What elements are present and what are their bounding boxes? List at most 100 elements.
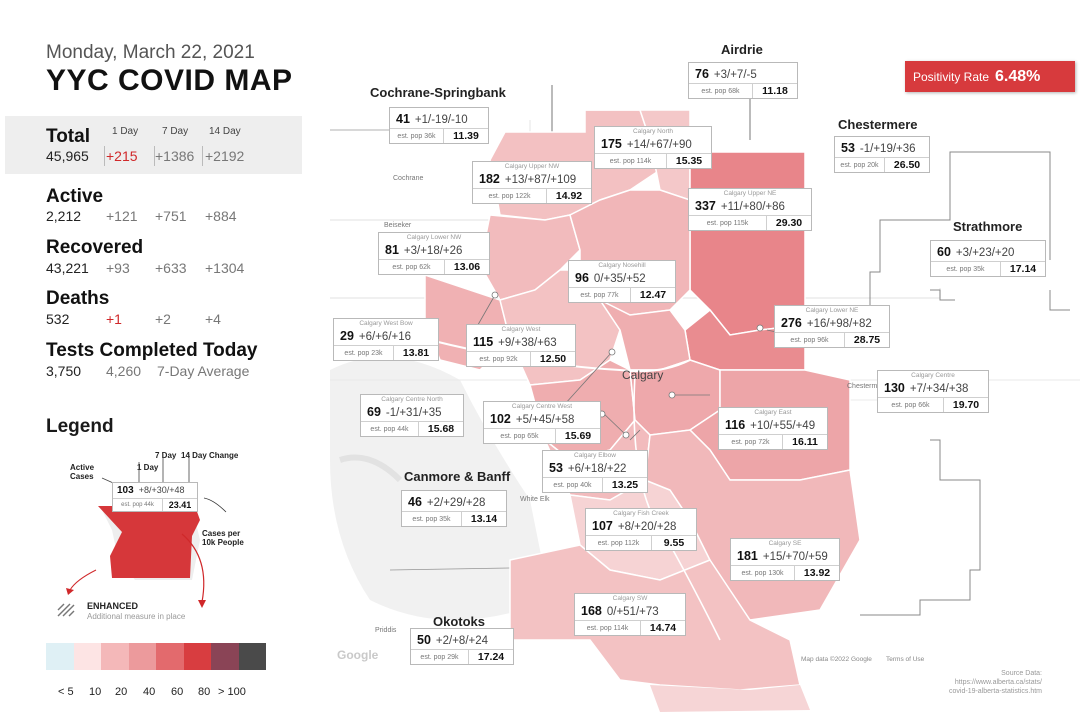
color-scale (46, 643, 266, 670)
active-14day: +884 (205, 208, 237, 224)
area-box: Calgary Lower NW 81 +3/+18/+26 est. pop 62k… (378, 232, 490, 275)
area-name: Calgary East (754, 409, 792, 416)
legend-head-7day: 7 Day (155, 451, 177, 460)
area-changes: 0/+35/+52 (593, 273, 646, 285)
recovered-stat: Recovered (46, 237, 143, 259)
area-rate: 15.35 (675, 155, 703, 167)
source-link-2[interactable]: covid-19-alberta-statistics.htm (949, 688, 1042, 695)
area-rate: 12.47 (639, 289, 667, 301)
area-pop: est. pop 23k (334, 346, 394, 360)
area-pop: est. pop 66k (878, 398, 944, 412)
area-box: 41 +1/-19/-10 est. pop 36k 11.39 (389, 107, 489, 144)
legend-sample-rate: 23.41 (168, 500, 192, 510)
area-name: Calgary West Bow (359, 320, 413, 327)
area-active: 181 (737, 549, 758, 563)
area-pop: est. pop 96k (775, 333, 845, 347)
area-box: Calgary Nosehill 96 0/+35/+52 est. pop 77k 1… (568, 260, 676, 303)
area-box: Calgary Upper NW 182 +13/+87/+109 est. pop … (472, 161, 592, 204)
area-changes: +2/+29/+28 (426, 497, 486, 509)
active-1day: +121 (106, 208, 138, 224)
area-box: 46 +2/+29/+28 est. pop 35k 13.14 (401, 490, 507, 527)
area-box: Calgary Upper NE 337 +11/+80/+86 est. pop 1… (688, 188, 812, 231)
total-1day: +215 (106, 148, 138, 164)
area-rate: 11.39 (453, 130, 479, 142)
area-pop: est. pop 35k (402, 512, 462, 526)
scale-swatch (73, 643, 101, 670)
scale-swatch (238, 643, 266, 670)
area-pop: est. pop 112k (586, 536, 652, 550)
area-label: Okotoks (433, 614, 486, 629)
total-14day: +2192 (205, 148, 245, 164)
tests-avg-value: 4,260 (106, 363, 142, 379)
positivity-rate-box: Positivity Rate 6.48% (905, 61, 1075, 92)
area-box: Calgary SW 168 0/+51/+73 est. pop 114k 14.74 (574, 593, 686, 636)
legend-head-1day: 1 Day (137, 463, 159, 472)
area-box: Calgary West 115 +9/+38/+63 est. pop 92k 12.… (466, 324, 576, 367)
area-changes: +9/+38/+63 (498, 337, 557, 349)
legend-sample-pop: est. pop 44k (113, 499, 163, 511)
area-rate: 11.18 (762, 85, 788, 97)
area-pop: est. pop 20k (835, 158, 885, 172)
area-active: 50 (417, 633, 431, 647)
area-changes: +3/+7/-5 (713, 69, 757, 81)
scale-swatch (46, 643, 74, 670)
area-active: 175 (601, 137, 622, 151)
source-link-1[interactable]: https://www.alberta.ca/stats/ (954, 679, 1042, 686)
area-box: 76 +3/+7/-5 est. pop 68k 11.18 (688, 62, 798, 99)
legend-sample-active: 103 (117, 485, 134, 496)
positivity-value: 6.48% (995, 67, 1041, 85)
area-pop: est. pop 77k (569, 288, 631, 302)
place-label: Cochrane (393, 175, 424, 182)
active-stat: Active (46, 186, 103, 208)
recovered-value: 43,221 (46, 260, 89, 276)
area-name: Calgary SE (768, 540, 802, 547)
place-label: Beiseker (384, 222, 412, 229)
area-name: Calgary Elbow (574, 452, 616, 459)
area-pop: est. pop 62k (379, 260, 445, 274)
area-pop: est. pop 130k (731, 566, 795, 580)
area-name: Calgary SW (612, 595, 648, 602)
area-name: Calgary Upper NW (504, 163, 560, 170)
area-changes: +10/+55/+49 (750, 420, 816, 432)
area-pop: est. pop 122k (473, 189, 547, 203)
legend-sample-box: 103 +8/+30/+48 est. pop 44k 23.41 (112, 482, 198, 512)
area-name: Calgary Upper NE (723, 190, 777, 197)
area-name: Calgary Lower NE (805, 307, 859, 314)
area-pop: est. pop 68k (689, 84, 753, 98)
recovered-1day: +93 (106, 260, 130, 276)
active-7day: +751 (155, 208, 187, 224)
area-pop: est. pop 40k (543, 478, 603, 492)
area-changes: +11/+80/+86 (720, 201, 785, 213)
area-changes: -1/+31/+35 (385, 407, 442, 419)
legend-diagram (57, 454, 227, 617)
area-rate: 26.50 (893, 159, 921, 171)
area-active: 53 (549, 461, 563, 475)
area-label: Chestermere (838, 117, 918, 132)
terms-link[interactable]: Terms of Use (886, 656, 925, 663)
page-title: YYC COVID MAP (46, 64, 293, 97)
area-changes: +13/+87/+109 (504, 174, 577, 186)
area-pop: est. pop 92k (467, 352, 531, 366)
area-box: Calgary SE 181 +15/+70/+59 est. pop 130k 13.… (730, 538, 840, 581)
area-box: Calgary Centre 130 +7/+34/+38 est. pop 66k 1… (877, 370, 989, 413)
source-data: Source Data: https://www.alberta.ca/stat… (949, 669, 1042, 696)
divider (104, 146, 105, 166)
area-pop: est. pop 36k (390, 129, 444, 143)
area-rate: 17.24 (477, 651, 505, 663)
area-active: 115 (473, 335, 494, 349)
area-name: Calgary Centre (911, 372, 955, 379)
area-name: Calgary Centre North (381, 396, 443, 403)
total-value: 45,965 (46, 148, 89, 164)
col-head-14day: 14 Day (209, 126, 241, 137)
active-value: 2,212 (46, 208, 82, 224)
scale-label: 20 (115, 686, 128, 698)
area-active: 102 (490, 412, 511, 426)
recovered-14day: +1304 (205, 260, 245, 276)
legend-enhanced: ENHANCED (87, 601, 139, 611)
tests-value: 3,750 (46, 363, 82, 379)
area-changes: +8/+20/+28 (617, 521, 677, 533)
tests-avg-label: 7-Day Average (157, 363, 250, 379)
area-rate: 14.74 (649, 622, 677, 634)
city-label: Calgary (622, 368, 664, 382)
area-rate: 9.55 (663, 537, 685, 549)
